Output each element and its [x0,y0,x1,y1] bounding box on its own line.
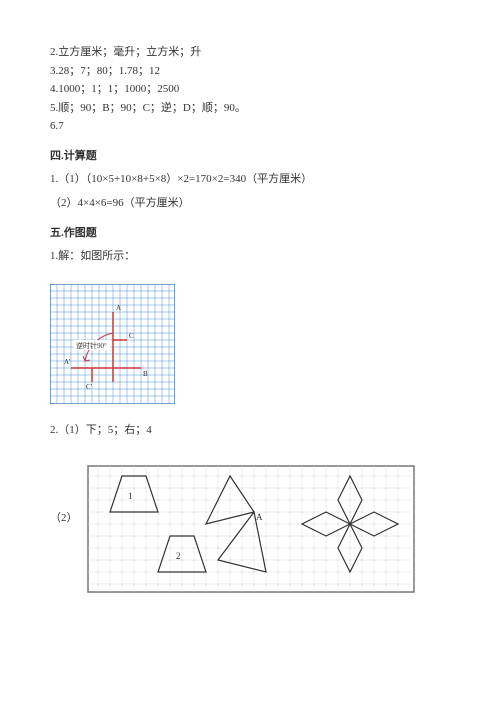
triangle-A-label: A [256,512,263,522]
figure-2-row: （2） [50,454,450,604]
label-C: C [129,332,134,340]
figure-2-translation: 1 2 A [86,464,416,594]
answer-line-4: 4.1000；1；1；1000；2500 [50,81,450,98]
page: 2.立方厘米；毫升；立方米；升 3.28；7；80；1.78；12 4.1000… [0,0,500,624]
shape-2-label: 2 [176,551,181,561]
label-A: A [116,304,121,312]
calc-q2: （2）4×4×6=96（平方厘米） [50,195,450,212]
answer-line-5: 5.顺；90；B；90；C；逆；D；顺；90。 [50,100,450,117]
draw-q1: 1.解：如图所示： [50,248,450,265]
calc-q1: 1.（1）（10×5+10×8+5×8）×2=170×2=340（平方厘米） [50,171,450,188]
label-B: B [143,370,148,378]
figure-1-grid-rotation: A B C A' C' 逆时针90° [50,284,450,404]
label-Ap: A' [64,358,70,366]
answer-line-6: 6.7 [50,118,450,135]
label-Cp: C' [86,383,92,391]
section-4-heading: 四.计算题 [50,147,450,163]
section-5-heading: 五.作图题 [50,224,450,240]
answer-line-3: 3.28；7；80；1.78；12 [50,63,450,80]
shape-1-label: 1 [128,491,133,501]
draw-q2: 2.（1）下；5；右；4 [50,422,450,439]
draw-q2b-label: （2） [50,509,78,525]
answer-line-2: 2.立方厘米；毫升；立方米；升 [50,44,450,61]
label-rotation: 逆时针90° [76,341,107,350]
